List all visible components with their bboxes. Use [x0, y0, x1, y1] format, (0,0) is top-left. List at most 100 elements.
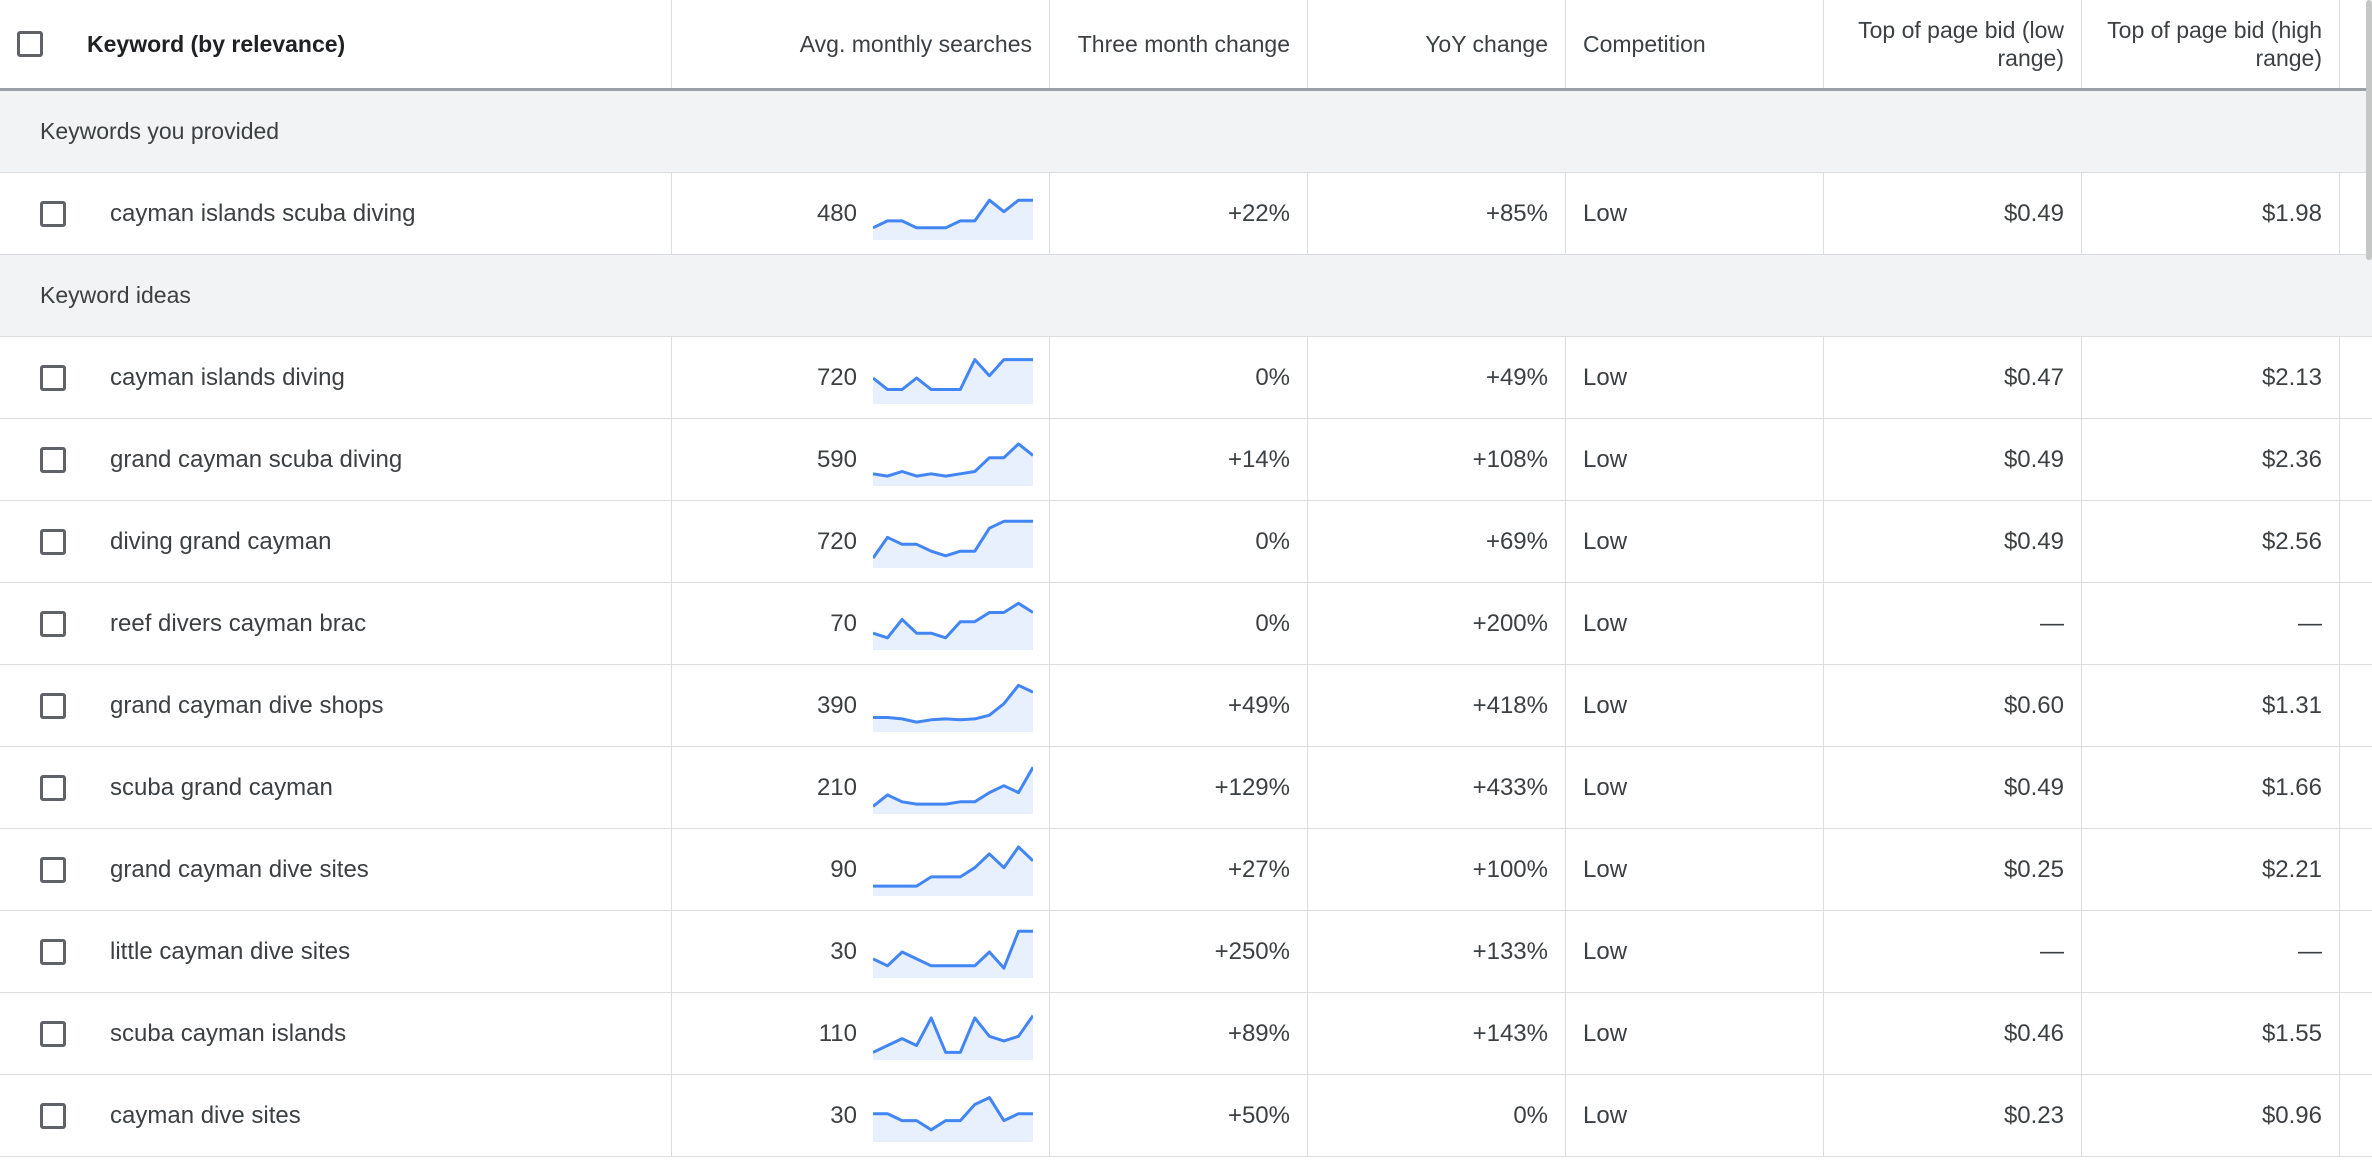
header-yoy-change[interactable]: YoY change: [1308, 0, 1566, 88]
trend-sparkline: [873, 519, 1033, 568]
row-checkbox[interactable]: [40, 1102, 66, 1129]
header-keyword-cell: Keyword (by relevance): [0, 0, 672, 88]
three-month-change-cell: +22%: [1050, 173, 1308, 254]
row-checkbox[interactable]: [40, 856, 66, 883]
keyword-text: grand cayman scuba diving: [110, 445, 403, 473]
row-spacer: [2340, 419, 2372, 500]
group-label: Keyword ideas: [40, 282, 191, 308]
avg-monthly-searches-cell: 390: [672, 665, 1050, 746]
yoy-change-cell: +433%: [1308, 747, 1566, 828]
sparkline-area: [873, 443, 1033, 486]
yoy-change-cell: +100%: [1308, 829, 1566, 910]
group-header-row: Keywords you provided: [0, 91, 2372, 173]
trend-sparkline: [873, 357, 1033, 404]
competition-cell: Low: [1566, 173, 1824, 254]
competition-cell: Low: [1566, 665, 1824, 746]
trend-sparkline: [873, 929, 1033, 978]
yoy-change-cell: +69%: [1308, 501, 1566, 582]
row-checkbox[interactable]: [40, 774, 66, 801]
bid-low-cell: $0.47: [1824, 337, 2082, 418]
bid-high-cell: $1.55: [2082, 993, 2340, 1074]
sparkline-line: [873, 845, 1033, 888]
row-checkbox[interactable]: [40, 200, 66, 227]
bid-low-cell: $0.46: [1824, 993, 2082, 1074]
vertical-scrollbar[interactable]: [2366, 0, 2372, 260]
trend-sparkline: [873, 198, 1033, 240]
bid-low-cell: $0.49: [1824, 419, 2082, 500]
sparkline-line: [873, 683, 1033, 724]
keyword-text: little cayman dive sites: [110, 937, 351, 965]
row-checkbox[interactable]: [40, 938, 66, 965]
header-keyword[interactable]: Keyword (by relevance): [87, 31, 346, 57]
row-checkbox[interactable]: [40, 610, 66, 637]
row-checkbox[interactable]: [40, 692, 66, 719]
three-month-change-cell: 0%: [1050, 583, 1308, 664]
row-spacer: [2340, 829, 2372, 910]
sparkline-area: [873, 199, 1033, 240]
select-all-checkbox[interactable]: [17, 31, 43, 57]
header-three-month-change[interactable]: Three month change: [1050, 0, 1308, 88]
yoy-change-cell: +133%: [1308, 911, 1566, 992]
searches-value: 720: [816, 527, 857, 555]
row-checkbox[interactable]: [40, 528, 66, 555]
avg-monthly-searches-cell: 30: [672, 911, 1050, 992]
table-row: cayman dive sites 30 +50% 0% Low $0.23 $0.96: [0, 1075, 2372, 1157]
yoy-change-cell: +143%: [1308, 993, 1566, 1074]
keyword-cell: cayman dive sites: [0, 1075, 672, 1156]
header-avg-monthly-searches[interactable]: Avg. monthly searches: [672, 0, 1050, 88]
sparkline-area: [873, 602, 1033, 650]
row-spacer: [2340, 747, 2372, 828]
bid-high-cell: $2.56: [2082, 501, 2340, 582]
group-header-row: Keyword ideas: [0, 255, 2372, 337]
yoy-change-cell: +85%: [1308, 173, 1566, 254]
sparkline-line: [873, 357, 1033, 391]
keyword-cell: grand cayman dive shops: [0, 665, 672, 746]
table-row: grand cayman dive shops 390 +49% +418% Low $0…: [0, 665, 2372, 747]
sparkline-line: [873, 198, 1033, 229]
header-bid-low[interactable]: Top of page bid (low range): [1824, 0, 2082, 88]
header-bid-high[interactable]: Top of page bid (high range): [2082, 0, 2340, 88]
searches-value: 590: [816, 445, 857, 473]
trend-sparkline: [873, 601, 1033, 650]
keyword-text: grand cayman dive shops: [110, 691, 384, 719]
row-checkbox[interactable]: [40, 364, 66, 391]
bid-high-cell: —: [2082, 583, 2340, 664]
sparkline-area: [873, 1015, 1033, 1060]
table-row: grand cayman scuba diving 590 +14% +108% Low…: [0, 419, 2372, 501]
searches-value: 480: [816, 199, 857, 227]
sparkline-line: [873, 519, 1033, 559]
yoy-change-cell: 0%: [1308, 1075, 1566, 1156]
table-header: Keyword (by relevance) Avg. monthly sear…: [0, 0, 2372, 91]
searches-value: 210: [816, 773, 857, 801]
competition-cell: Low: [1566, 829, 1824, 910]
keyword-text: scuba cayman islands: [110, 1019, 347, 1047]
competition-cell: Low: [1566, 1075, 1824, 1156]
bid-low-cell: $0.49: [1824, 173, 2082, 254]
group-label: Keywords you provided: [40, 118, 280, 144]
sparkline-area: [873, 520, 1033, 568]
competition-cell: Low: [1566, 747, 1824, 828]
keyword-text: reef divers cayman brac: [110, 609, 367, 637]
bid-high-cell: $1.31: [2082, 665, 2340, 746]
three-month-change-cell: +250%: [1050, 911, 1308, 992]
sparkline-area: [873, 1097, 1033, 1142]
keyword-cell: scuba cayman islands: [0, 993, 672, 1074]
searches-value: 90: [830, 855, 857, 883]
avg-monthly-searches-cell: 590: [672, 419, 1050, 500]
sparkline-area: [873, 930, 1033, 978]
bid-low-cell: $0.25: [1824, 829, 2082, 910]
three-month-change-cell: +129%: [1050, 747, 1308, 828]
sparkline-area: [873, 846, 1033, 896]
keyword-cell: scuba grand cayman: [0, 747, 672, 828]
row-checkbox[interactable]: [40, 1020, 66, 1047]
keyword-cell: cayman islands diving: [0, 337, 672, 418]
keyword-cell: diving grand cayman: [0, 501, 672, 582]
bid-high-cell: $2.13: [2082, 337, 2340, 418]
yoy-change-cell: +200%: [1308, 583, 1566, 664]
trend-sparkline: [873, 1014, 1033, 1060]
table-row: scuba grand cayman 210 +129% +433% Low $0.49 $…: [0, 747, 2372, 829]
keyword-cell: grand cayman dive sites: [0, 829, 672, 910]
header-competition[interactable]: Competition: [1566, 0, 1824, 88]
row-spacer: [2340, 911, 2372, 992]
row-checkbox[interactable]: [40, 446, 66, 473]
